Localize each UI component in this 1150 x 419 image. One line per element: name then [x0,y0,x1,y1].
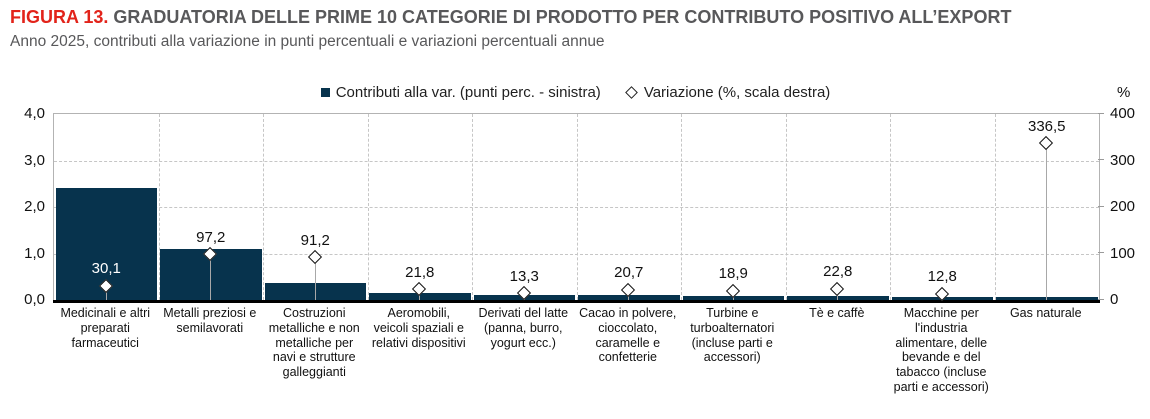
right-axis-tick-label: 400 [1110,105,1136,122]
right-axis-tick-mark [1098,112,1104,114]
diamond-marker-icon [624,86,638,99]
category-label: Aeromobili, veicoli spaziali e relativi … [371,306,466,350]
category-label: Gas naturale [1009,306,1082,320]
chart-legend: Contributi alla var. (punti perc. - sini… [53,84,1098,101]
variation-value-label: 21,8 [405,263,435,281]
diamond-drop-line [314,257,316,300]
legend-label-contributi: Contributi alla var. (punti perc. - sini… [335,84,601,101]
left-axis-tick-label: 0,0 [24,291,45,308]
category-axis: Medicinali e altri preparati farmaceutic… [53,306,1098,395]
variation-value-label: 336,5 [1027,117,1066,135]
left-axis-tick-label: 4,0 [24,105,45,122]
gridline-vertical [785,114,787,300]
gridline-vertical [158,114,160,300]
category-label: Turbine e turboalternatori (incluse part… [690,306,775,365]
category-label: Cacao in polvere, cioccolato, caramelle … [579,306,677,365]
left-axis-tick-label: 1,0 [24,244,45,262]
gridline-vertical [576,114,578,300]
legend-label-variazione: Variazione (%, scala destra) [643,84,831,101]
variation-value-label: 97,2 [196,228,226,246]
gridline-vertical [263,114,264,300]
diamond-drop-line [210,254,212,300]
x-axis-line [53,300,1100,303]
left-axis-tick-label: 2,0 [24,198,45,215]
variation-value-label: 22,8 [823,263,853,281]
category-label: Metalli preziosi e semilavorati [163,306,257,335]
variation-value-label: 30,1 [91,260,121,278]
right-axis-tick-label: 300 [1110,151,1136,169]
figure-title: GRADUATORIA DELLE PRIME 10 CATEGORIE DI … [113,7,1012,27]
gridline-vertical [681,114,682,300]
category-label: Macchine per l'industria alimentare, del… [893,306,989,394]
legend-item-variazione: Variazione (%, scala destra) [624,84,831,101]
right-axis-tick-mark [1098,205,1104,207]
right-axis-tick-mark [1098,252,1104,253]
category-label: Medicinali e altri preparati farmaceutic… [60,306,151,350]
diamond-drop-line [105,286,107,300]
variation-value-label: 18,9 [718,265,748,283]
right-axis-tick-label: 0 [1110,291,1119,308]
right-axis-tick-mark [1098,298,1104,300]
variation-diamond-icon [1039,135,1054,151]
bar-swatch-icon [320,88,330,97]
gridline-vertical [994,114,996,300]
gridline-vertical [472,114,473,300]
right-axis-unit-label: % [1117,84,1131,101]
right-axis-tick-label: 200 [1110,198,1136,215]
figure-subtitle: Anno 2025, contributi alla variazione in… [10,33,605,50]
category-label: Tè e caffè [809,306,865,320]
category-label: Costruzioni metalliche e non metalliche … [268,306,360,379]
variation-diamond-icon [307,250,322,265]
right-axis-tick-label: 100 [1110,244,1136,262]
figure-header: FIGURA 13. GRADUATORIA DELLE PRIME 10 CAT… [10,7,1011,28]
plot-area: 30,1 97,2 91,2 21,8 13,3 20,7 18,9 22,8 12,8 336,… [53,113,1100,303]
gridline-vertical [890,114,891,300]
diamond-drop-line [1046,143,1048,300]
variation-value-label: 20,7 [614,264,644,282]
right-axis-tick-mark [1098,159,1104,160]
left-axis-tick-label: 3,0 [24,151,45,169]
variation-diamond-icon [830,281,845,296]
legend-item-contributi: Contributi alla var. (punti perc. - sini… [320,84,601,101]
category-label: Derivati del latte (panna, burro, yogurt… [478,306,569,350]
gridline-vertical [367,114,369,300]
variation-value-label: 13,3 [509,267,539,285]
figure-label: FIGURA 13. [10,7,109,27]
variation-value-label: 12,8 [927,268,957,286]
variation-value-label: 91,2 [300,231,330,249]
